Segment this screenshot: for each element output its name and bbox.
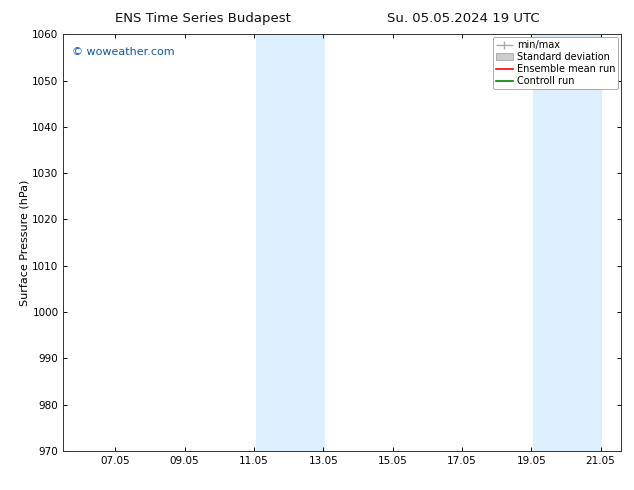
Text: Su. 05.05.2024 19 UTC: Su. 05.05.2024 19 UTC — [387, 12, 539, 25]
Bar — [533, 34, 602, 451]
Bar — [256, 34, 325, 451]
Text: ENS Time Series Budapest: ENS Time Series Budapest — [115, 12, 291, 25]
Y-axis label: Surface Pressure (hPa): Surface Pressure (hPa) — [20, 179, 30, 306]
Legend: min/max, Standard deviation, Ensemble mean run, Controll run: min/max, Standard deviation, Ensemble me… — [493, 37, 618, 89]
Text: © woweather.com: © woweather.com — [72, 47, 174, 57]
